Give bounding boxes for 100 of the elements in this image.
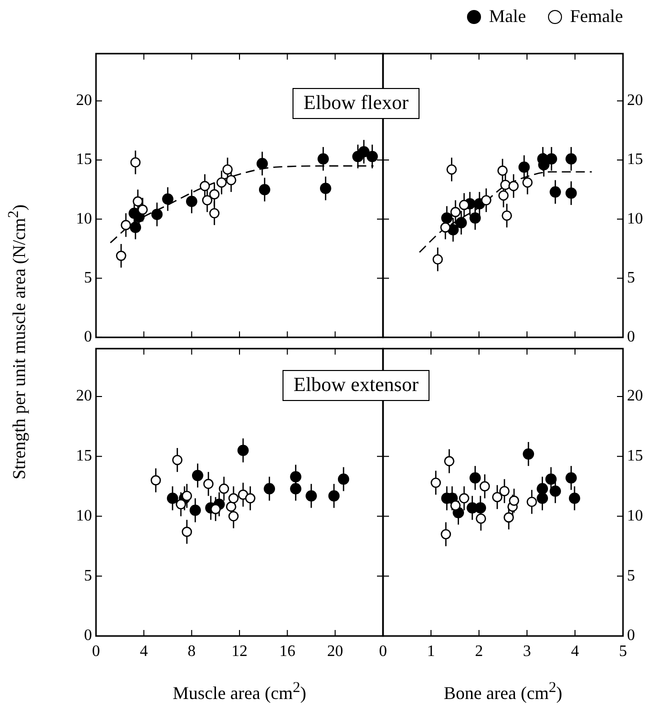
point <box>150 475 161 486</box>
point <box>550 186 561 198</box>
point <box>546 153 558 164</box>
legend-label: Male <box>489 6 526 27</box>
point <box>130 157 141 168</box>
point <box>190 504 201 516</box>
y-tick-label: 15 <box>627 448 643 465</box>
point <box>566 472 577 484</box>
point <box>440 222 451 233</box>
point <box>458 200 470 210</box>
point <box>202 195 212 206</box>
point <box>480 481 490 492</box>
y-tick-label: 10 <box>76 210 92 228</box>
x-tick-label: 4 <box>140 642 148 660</box>
point <box>522 177 533 188</box>
x-tick-label: 16 <box>279 642 296 660</box>
point <box>209 189 220 200</box>
y-tick-label: 5 <box>627 269 635 286</box>
point <box>470 472 481 484</box>
point <box>497 166 508 176</box>
x-tick-label: 8 <box>188 642 196 660</box>
point <box>320 182 332 194</box>
point <box>504 512 514 523</box>
y-tick-label: 15 <box>76 151 92 168</box>
point <box>258 184 270 196</box>
y-tick-label: 20 <box>76 388 92 405</box>
y-tick-label: 0 <box>627 627 635 644</box>
point <box>492 492 502 502</box>
y-tick-label: 15 <box>76 448 92 465</box>
point <box>430 478 441 488</box>
point <box>481 195 492 206</box>
y-tick-label: 10 <box>627 507 643 524</box>
annotation: Elbow extensor <box>282 370 430 401</box>
point <box>458 493 470 504</box>
y-tick-label: 0 <box>627 328 635 346</box>
point <box>162 193 174 205</box>
point <box>151 208 163 220</box>
point <box>566 153 577 164</box>
point <box>120 220 132 230</box>
y-tick-label: 20 <box>76 92 92 110</box>
point <box>476 513 486 524</box>
point <box>172 454 182 466</box>
point <box>116 250 126 261</box>
point <box>290 483 302 494</box>
x-tick-label: 1 <box>427 642 435 660</box>
point <box>218 484 230 494</box>
point <box>132 196 144 207</box>
point <box>366 150 378 162</box>
point <box>508 496 520 506</box>
point <box>338 473 350 485</box>
point <box>176 499 186 510</box>
point <box>209 208 220 218</box>
y-tick-label: 5 <box>627 567 635 584</box>
y-tick-label: 10 <box>76 507 92 524</box>
point <box>290 471 302 482</box>
point <box>502 210 512 221</box>
point <box>446 164 457 175</box>
point <box>318 153 329 164</box>
point <box>328 490 340 502</box>
x-tick-label: 4 <box>571 642 579 660</box>
point <box>518 161 530 173</box>
point <box>536 483 548 494</box>
point <box>499 486 510 496</box>
point <box>566 187 577 199</box>
point <box>264 483 276 494</box>
point <box>432 254 443 265</box>
point <box>226 174 236 186</box>
y-tick-label: 20 <box>627 92 643 110</box>
point <box>166 492 178 504</box>
y-tick-label: 0 <box>84 328 92 346</box>
point <box>186 196 198 208</box>
x-axis-title: Muscle area (cm$^{2}$) <box>172 680 306 704</box>
x-tick-label: 20 <box>327 642 344 660</box>
point <box>508 180 519 192</box>
point <box>210 504 221 514</box>
point <box>130 222 142 234</box>
y-tick-label: 20 <box>627 388 643 405</box>
point <box>228 511 239 522</box>
point <box>545 473 557 485</box>
x-tick-label: 12 <box>232 642 248 660</box>
point <box>203 478 214 490</box>
point <box>550 485 561 497</box>
x-tick-label: 0 <box>379 642 387 660</box>
annotation: Elbow flexor <box>292 88 420 119</box>
point <box>474 502 486 514</box>
point <box>441 212 452 224</box>
point <box>182 526 192 537</box>
y-tick-label: 5 <box>84 269 92 286</box>
point <box>137 204 148 215</box>
point <box>256 158 268 170</box>
point <box>456 217 467 228</box>
x-tick-label: 3 <box>523 642 531 660</box>
point <box>228 493 239 504</box>
point <box>522 448 534 460</box>
point <box>444 456 454 466</box>
point <box>182 490 192 502</box>
x-tick-label: 2 <box>475 642 483 660</box>
point <box>440 529 452 540</box>
point <box>526 496 537 508</box>
point <box>226 502 236 512</box>
